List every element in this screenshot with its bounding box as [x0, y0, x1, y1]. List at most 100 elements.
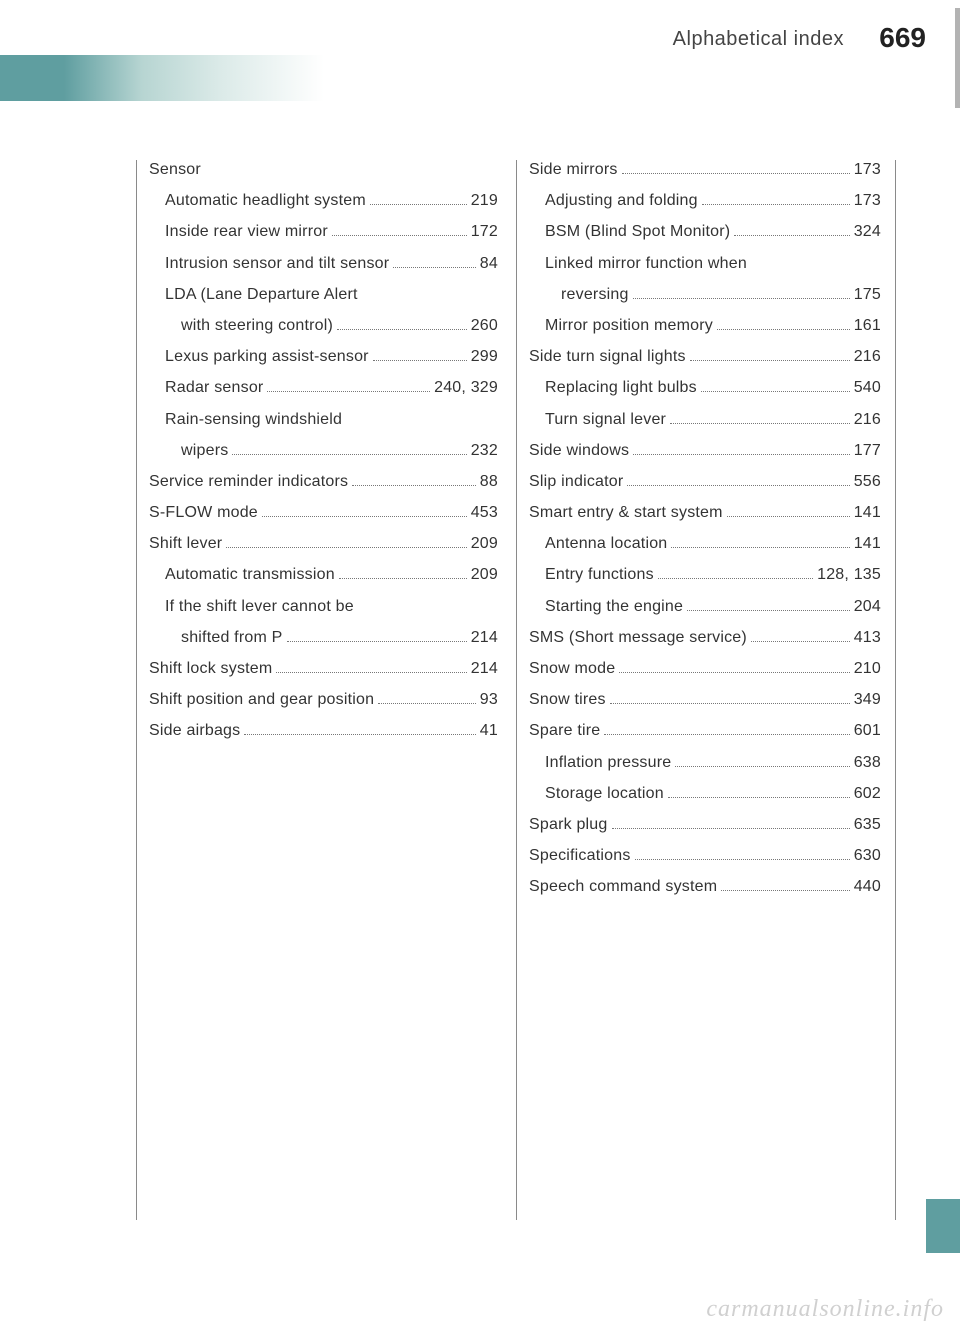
leader-dots [619, 672, 849, 673]
index-entry-page: 324 [854, 222, 881, 241]
leader-dots [604, 734, 849, 735]
leader-dots [337, 329, 467, 330]
index-entry-label: Mirror position memory [545, 316, 713, 335]
leader-dots [332, 235, 467, 236]
index-entry-page: 173 [854, 160, 881, 179]
index-entry-page: 453 [471, 503, 498, 522]
leader-dots [287, 641, 467, 642]
side-tab [926, 1199, 960, 1253]
index-columns: SensorAutomatic headlight system219Insid… [136, 160, 896, 1220]
index-entry: Service reminder indicators 88 [149, 472, 498, 491]
index-entry-page: 299 [471, 347, 498, 366]
leader-dots [352, 485, 476, 486]
index-entry: reversing175 [529, 285, 881, 304]
index-entry: Side mirrors 173 [529, 160, 881, 179]
header-accent-fade [64, 55, 324, 101]
leader-dots [633, 454, 849, 455]
index-entry-page: 540 [854, 378, 881, 397]
index-entry-label: Turn signal lever [545, 410, 666, 429]
index-entry-page: 172 [471, 222, 498, 241]
leader-dots [267, 391, 430, 392]
index-entry: Snow tires349 [529, 690, 881, 709]
index-entry-label: shifted from P [181, 628, 283, 647]
leader-dots [668, 797, 850, 798]
index-entry: Shift lever209 [149, 534, 498, 553]
index-entry-page: 601 [854, 721, 881, 740]
index-entry-page: 216 [854, 410, 881, 429]
index-entry: Adjusting and folding 173 [529, 191, 881, 210]
index-entry: BSM (Blind Spot Monitor) 324 [529, 222, 881, 241]
index-entry-label: Rain-sensing windshield [165, 410, 342, 429]
index-entry-page: 219 [471, 191, 498, 210]
leader-dots [370, 204, 467, 205]
index-entry-label: Radar sensor [165, 378, 263, 397]
leader-dots [610, 703, 850, 704]
leader-dots [751, 641, 850, 642]
index-entry-label: SMS (Short message service) [529, 628, 747, 647]
index-entry-label: Adjusting and folding [545, 191, 698, 210]
page-number: 669 [879, 22, 926, 54]
index-entry-page: 84 [480, 254, 498, 273]
index-entry-label: Side mirrors [529, 160, 618, 179]
index-entry-page: 240, 329 [434, 378, 498, 397]
index-entry-page: 638 [854, 753, 881, 772]
index-entry-page: 556 [854, 472, 881, 491]
index-entry: Rain-sensing windshield [149, 410, 498, 429]
leader-dots [717, 329, 850, 330]
leader-dots [622, 173, 850, 174]
index-entry-label: Linked mirror function when [545, 254, 747, 273]
index-entry-label: Entry functions [545, 565, 654, 584]
index-entry-label: Slip indicator [529, 472, 623, 491]
index-entry: Spark plug635 [529, 815, 881, 834]
leader-dots [339, 578, 467, 579]
index-entry-page: 214 [471, 659, 498, 678]
index-entry-label: Side airbags [149, 721, 240, 740]
index-entry: Speech command system 440 [529, 877, 881, 896]
index-entry: wipers232 [149, 441, 498, 460]
page: Alphabetical index 669 Sensor Automatic h… [0, 0, 960, 1333]
index-entry-label: Side windows [529, 441, 629, 460]
index-entry-page: 173 [854, 191, 881, 210]
index-entry-page: 128, 135 [817, 565, 881, 584]
index-entry-label: Inflation pressure [545, 753, 671, 772]
leader-dots [378, 703, 476, 704]
index-entry-label: Shift lever [149, 534, 222, 553]
index-entry-page: 141 [854, 534, 881, 553]
leader-dots [633, 298, 850, 299]
index-entry: Inflation pressure 638 [529, 753, 881, 772]
index-entry: shifted from P214 [149, 628, 498, 647]
index-entry-label: Automatic headlight system [165, 191, 366, 210]
index-entry-page: 440 [854, 877, 881, 896]
leader-dots [393, 267, 476, 268]
leader-dots [670, 423, 850, 424]
index-entry-page: 141 [854, 503, 881, 522]
leader-dots [612, 828, 850, 829]
index-entry-label: BSM (Blind Spot Monitor) [545, 222, 730, 241]
leader-dots [687, 610, 850, 611]
index-entry-label: Snow mode [529, 659, 615, 678]
leader-dots [721, 890, 849, 891]
index-entry-page: 175 [854, 285, 881, 304]
index-entry: Antenna location141 [529, 534, 881, 553]
index-entry-label: wipers [181, 441, 228, 460]
header-title: Alphabetical index [673, 28, 844, 51]
index-entry: Side turn signal lights216 [529, 347, 881, 366]
index-entry-label: Speech command system [529, 877, 717, 896]
index-entry-label: LDA (Lane Departure Alert [165, 285, 358, 304]
index-entry-label: Service reminder indicators [149, 472, 348, 491]
index-entry: Slip indicator 556 [529, 472, 881, 491]
index-entry: Radar sensor 240, 329 [149, 378, 498, 397]
index-entry-label: Snow tires [529, 690, 606, 709]
index-entry: Snow mode210 [529, 659, 881, 678]
index-entry: Sensor [149, 160, 498, 179]
index-entry-page: 602 [854, 784, 881, 803]
index-entry-page: 260 [471, 316, 498, 335]
index-entry: Spare tire601 [529, 721, 881, 740]
index-entry-page: 88 [480, 472, 498, 491]
index-entry: Storage location602 [529, 784, 881, 803]
leader-dots [226, 547, 466, 548]
index-entry: Starting the engine204 [529, 597, 881, 616]
index-entry: Mirror position memory161 [529, 316, 881, 335]
index-entry-label: Specifications [529, 846, 631, 865]
index-entry-page: 41 [480, 721, 498, 740]
